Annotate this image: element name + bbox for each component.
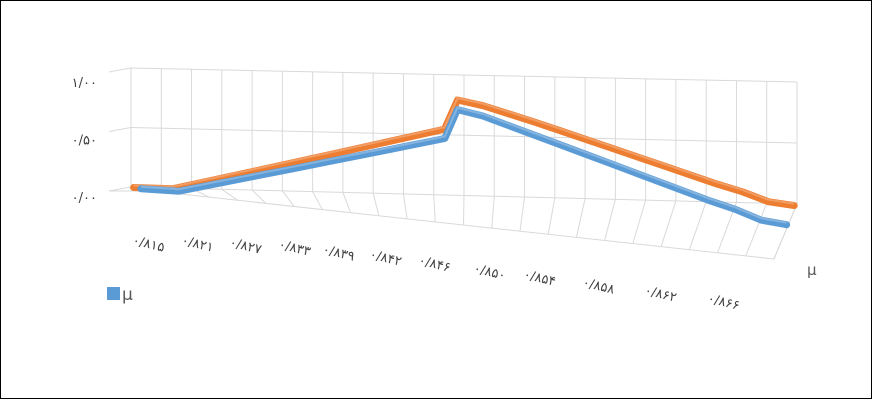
grid-hline	[130, 186, 798, 205]
grid-floor-line	[342, 192, 352, 213]
grid	[108, 67, 798, 260]
grid-floor-line	[402, 193, 408, 219]
grid-side-line	[108, 67, 132, 73]
grid-floor-line	[463, 195, 465, 226]
x-tick-label: ۰/۸۳۹	[321, 242, 356, 264]
grid-floor-line	[281, 190, 295, 207]
x-tick-label: ۰/۸۵۴	[522, 267, 557, 289]
series-line	[137, 106, 791, 229]
legend: μ	[107, 285, 133, 305]
y-axis-tick-labels: ۰/۰۰ ۰/۵۰ ۱/۰۰	[72, 76, 97, 206]
x-tick-label: ۰/۸۴۶	[417, 253, 452, 275]
depth-axis-label: μ	[807, 261, 817, 279]
grid-floor-line	[251, 189, 267, 204]
grid-floor-line	[519, 196, 526, 232]
floor-right-edge	[773, 203, 798, 260]
grid-floor-line	[575, 198, 586, 238]
x-tick-label: ۰/۸۶۲	[643, 283, 678, 305]
x-tick-label: ۰/۸۲۱	[180, 233, 215, 255]
grid-floor-line	[547, 197, 556, 235]
series-line-highlight	[133, 96, 795, 205]
grid-floor-line	[491, 196, 495, 229]
grid-side-line	[108, 186, 132, 192]
grid-hline	[130, 127, 798, 144]
x-tick-label: ۰/۸۱۵	[131, 233, 166, 255]
grid-floor-line	[433, 194, 436, 222]
x-tick-label: ۰/۸۵۸	[581, 275, 616, 297]
y-tick-label: ۰/۰۰	[72, 191, 97, 206]
grid-floor-line	[221, 188, 238, 201]
grid-floor-line	[372, 193, 380, 216]
x-tick-label: ۰/۸۳۳	[277, 237, 312, 259]
grid-hline	[130, 67, 798, 83]
grid-floor-line	[312, 191, 323, 210]
legend-label: μ	[122, 285, 133, 305]
legend-swatch	[107, 287, 120, 300]
series-line	[130, 96, 798, 210]
x-tick-label: ۰/۸۴۲	[368, 247, 403, 269]
series-lines	[130, 96, 798, 229]
y-tick-label: ۰/۵۰	[72, 134, 97, 149]
grid-side-line	[108, 127, 132, 132]
grid-floor-line	[745, 203, 768, 257]
series-line-highlight	[140, 106, 787, 224]
grid-floor-line	[632, 199, 647, 244]
grid-floor-line	[688, 201, 707, 250]
x-tick-label: ۰/۸۶۶	[706, 291, 741, 313]
floor-front-edge	[152, 190, 775, 260]
grid-floor-line	[604, 199, 616, 241]
y-tick-label: ۱/۰۰	[72, 76, 97, 91]
grid-floor-line	[660, 200, 677, 247]
x-tick-label: ۰/۸۲۷	[228, 235, 263, 257]
x-tick-label: ۰/۸۵۰	[472, 261, 507, 283]
